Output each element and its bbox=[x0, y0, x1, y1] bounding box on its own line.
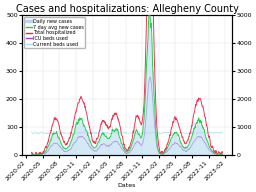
X-axis label: Dates: Dates bbox=[118, 183, 136, 188]
Title: Cases and hospitalizations: Allegheny County: Cases and hospitalizations: Allegheny Co… bbox=[16, 4, 238, 14]
Legend: Daily new cases, 7 day avg new cases, Total hospitalized, ICU beds used, Current: Daily new cases, 7 day avg new cases, To… bbox=[24, 17, 86, 48]
